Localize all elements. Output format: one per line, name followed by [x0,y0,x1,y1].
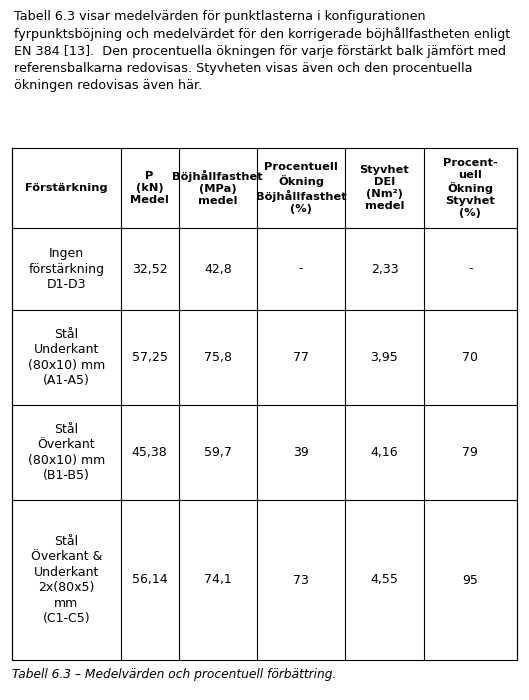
Text: 75,8: 75,8 [204,351,232,364]
Text: 2,33: 2,33 [371,262,398,276]
Text: 59,7: 59,7 [204,446,232,459]
Text: Tabell 6.3 visar medelvärden för punktlasterna i konfigurationen
fyrpunktsböjnin: Tabell 6.3 visar medelvärden för punktla… [14,10,510,92]
Text: Förstärkning: Förstärkning [25,183,107,193]
Text: 4,16: 4,16 [371,446,398,459]
Text: 32,52: 32,52 [132,262,167,276]
Text: -: - [468,262,472,276]
Text: Tabell 6.3 – Medelvärden och procentuell förbättring.: Tabell 6.3 – Medelvärden och procentuell… [12,668,336,681]
Text: 3,95: 3,95 [370,351,398,364]
Text: 77: 77 [293,351,309,364]
Text: Ingen
förstärkning
D1-D3: Ingen förstärkning D1-D3 [28,247,104,291]
Text: P
(kN)
Medel: P (kN) Medel [130,171,169,205]
Text: Stål
Överkant
(80x10) mm
(B1-B5): Stål Överkant (80x10) mm (B1-B5) [28,423,105,482]
Text: 74,1: 74,1 [204,573,232,587]
Text: 45,38: 45,38 [132,446,168,459]
Text: 39: 39 [293,446,309,459]
Text: -: - [299,262,303,276]
Text: 70: 70 [462,351,478,364]
Text: Stål
Underkant
(80x10) mm
(A1-A5): Stål Underkant (80x10) mm (A1-A5) [28,328,105,387]
Text: 79: 79 [462,446,478,459]
Text: 42,8: 42,8 [204,262,232,276]
Text: Styvhet
DEl
(Nm²)
medel: Styvhet DEl (Nm²) medel [360,165,409,211]
Text: Böjhållfasthet
(MPa)
medel: Böjhållfasthet (MPa) medel [172,170,263,206]
Text: Stål
Överkant &
Underkant
2x(80x5)
mm
(C1-C5): Stål Överkant & Underkant 2x(80x5) mm (C… [31,535,102,625]
Text: Procentuell
Ökning
Böjhållfasthet
(%): Procentuell Ökning Böjhållfasthet (%) [256,162,346,214]
Text: Procent-
uell
Ökning
Styvhet
(%): Procent- uell Ökning Styvhet (%) [443,158,498,218]
Bar [12,148,517,660]
Text: 95: 95 [462,573,478,587]
Text: 73: 73 [293,573,309,587]
Text: 57,25: 57,25 [132,351,168,364]
Text: 56,14: 56,14 [132,573,167,587]
Text: 4,55: 4,55 [370,573,398,587]
